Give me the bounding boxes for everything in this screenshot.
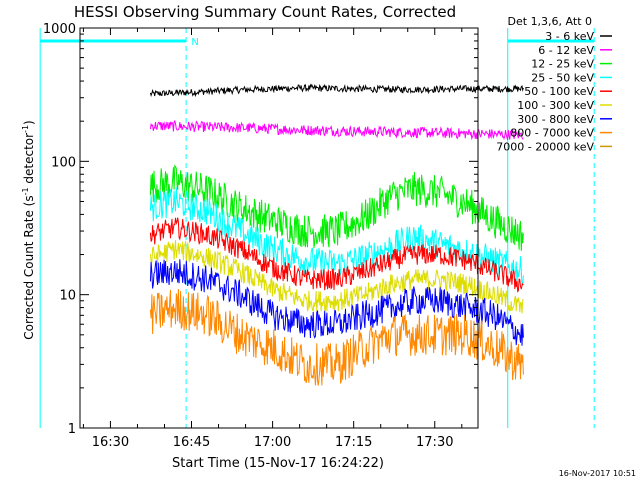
x-tick-label: 17:15 (335, 435, 372, 450)
x-axis-label: Start Time (15-Nov-17 16:24:22) (172, 456, 384, 471)
series-trace-7 (149, 288, 524, 386)
plot-frame (79, 27, 479, 429)
legend-label: 800 - 7000 keV (510, 127, 594, 140)
legend-label: 3 - 6 keV (545, 30, 594, 43)
series-trace-4 (149, 217, 524, 293)
legend-label: 6 - 12 keV (538, 44, 594, 57)
series-trace-6 (149, 259, 524, 346)
series-trace-1 (149, 119, 524, 141)
axes-layer: 16:30 16:45 17:00 17:15 17:30 1 10 100 1000 (43, 22, 478, 450)
footer-timestamp: 16-Nov-2017 10:51 (559, 469, 636, 478)
y-axis-label-sup2: -1 (21, 125, 30, 133)
y-axis-label: Corrected Count Rate (s-1 detector-1) (21, 120, 36, 339)
y-axis-label-main: Corrected Count Rate (s (22, 195, 36, 339)
y-axis-label-sup1: -1 (21, 187, 30, 195)
y-tick-label: 100 (51, 155, 76, 170)
night-marker-label: N (191, 37, 198, 48)
legend-title: Det 1,3,6, Att 0 (508, 15, 592, 28)
legend-label: 50 - 100 keV (524, 85, 594, 98)
legend-label: 25 - 50 keV (531, 71, 594, 84)
series-layer (149, 83, 524, 386)
legend-label: 7000 - 20000 keV (496, 140, 594, 153)
chart-title: HESSI Observing Summary Count Rates, Cor… (74, 3, 456, 21)
x-tick-label: 16:45 (173, 435, 210, 450)
y-tick-label: 1 (68, 422, 76, 437)
y-tick-label: 10 (59, 289, 76, 304)
legend-label: 300 - 800 keV (517, 113, 594, 126)
y-tick-label: 1000 (43, 22, 76, 37)
x-tick-label: 16:30 (92, 435, 129, 450)
series-trace-2 (149, 164, 524, 252)
x-tick-label: 17:00 (254, 435, 291, 450)
series-trace-0 (149, 83, 524, 98)
legend-label: 12 - 25 keV (531, 58, 594, 71)
y-axis-label-mid: detector (22, 133, 36, 188)
x-tick-label: 17:30 (416, 435, 453, 450)
y-axis-label-end: ) (22, 120, 36, 125)
legend-label: 100 - 300 keV (517, 99, 594, 112)
series-trace-5 (149, 240, 524, 314)
